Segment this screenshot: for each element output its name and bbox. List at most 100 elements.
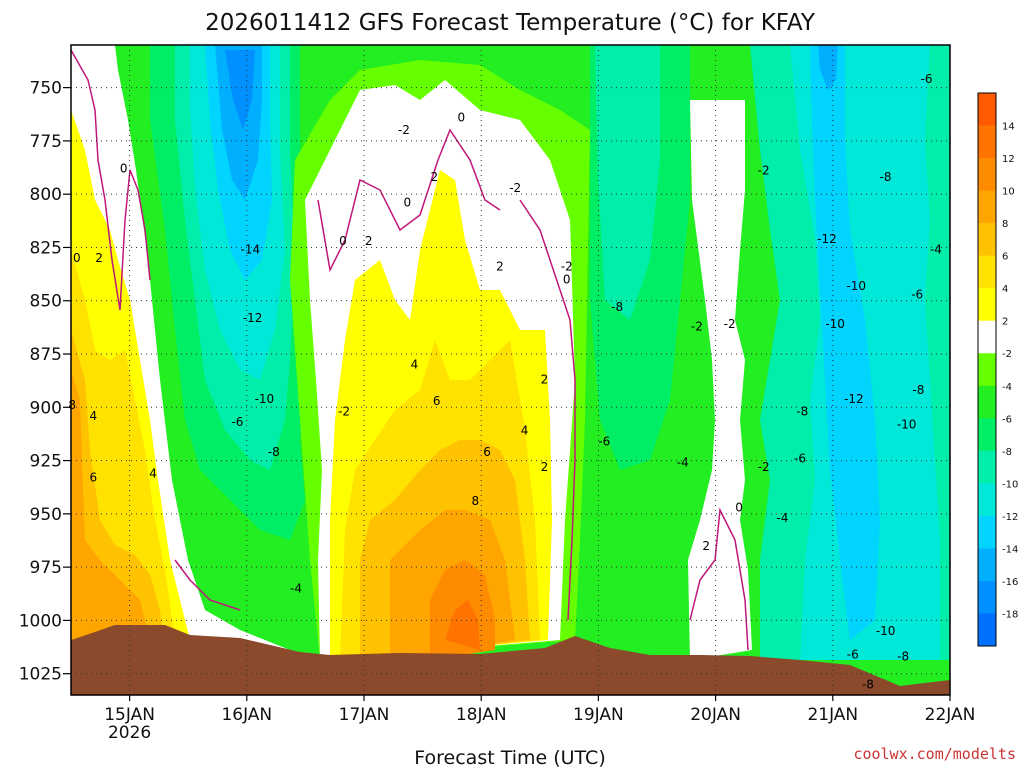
y-tick-label: 775 [30,132,62,152]
colorbar-swatch [978,223,996,257]
colorbar-label: 4 [1002,284,1008,295]
y-tick-label: 850 [30,292,62,312]
colorbar-swatch [978,548,996,582]
y-tick-label: 900 [30,398,62,418]
contour-label: 2 [365,234,373,248]
colorbar-swatch [978,483,996,517]
colorbar-swatch [978,450,996,484]
contour-label: 8 [472,494,480,508]
colorbar-swatch [978,320,996,354]
contour-label: 4 [521,424,529,438]
region-12-to-14-central [445,600,480,650]
colorbar: 14 12 10 8 6 4 2 -2 -4 -6 -8 -10 -12 -14 -16 -18 [977,92,1018,647]
plot-area [71,45,950,695]
colorbar-swatch [978,353,996,387]
y-tick-label: 950 [30,505,62,525]
colorbar-swatch [978,418,996,452]
contour-label: -6 [911,287,923,301]
contour-label: -8 [897,650,909,664]
colorbar-swatch [978,288,996,322]
x-tick-label: 19JAN [573,705,624,725]
contour-label: -12 [817,232,837,246]
terrain [71,625,950,695]
contour-label: -4 [930,243,942,257]
contour-label: 0 [339,234,347,248]
contour-label: 8 [68,398,76,412]
contour-label: -2 [398,123,410,137]
colorbar-swatch [978,190,996,224]
colorbar-swatch [978,515,996,549]
colorbar-label: 14 [1002,122,1015,133]
colorbar-frame [977,92,997,647]
contour-label: -8 [796,405,808,419]
contour-label: 6 [89,471,97,485]
colorbar-swatch [978,613,996,647]
contour-label: 0 [120,162,128,176]
contour-label: -2 [338,405,350,419]
contour-label: 2 [702,539,710,553]
contour-label: -10 [825,317,845,331]
contour-label: -8 [268,445,280,459]
contour-label: -10 [255,392,275,406]
freezing-line-central-west [317,128,501,273]
colorbar-label: -14 [1002,544,1018,555]
x-tick-label: 22JAN [925,705,976,725]
colorbar-label: 6 [1002,252,1008,263]
contour-label: -6 [794,451,806,465]
region-minus-14-east [818,45,838,90]
y-tick-label: 800 [30,185,62,205]
colorbar-label: 12 [1002,154,1015,165]
freezing-line-central-east [519,199,576,621]
contour-label: -4 [776,511,788,525]
y-axis: 750 775 800 825 850 875 900 925 950 975 1000 1025 [19,79,71,685]
contour-label: -6 [921,72,933,86]
contour-label: 2 [541,373,549,387]
contour-label: -10 [897,417,917,431]
contour-label: -8 [611,300,623,314]
region-minus-12-east [810,45,880,640]
contour-label: -4 [677,456,689,470]
x-axis-label: Forecast Time (UTC) [414,747,605,768]
contour-label: 2 [430,170,438,184]
colorbar-label: -10 [1002,479,1018,490]
plot-frame [70,44,951,696]
terrain-fill [71,625,950,695]
contour-label: 2 [496,260,504,274]
colorbar-label: -12 [1002,512,1018,523]
contour-label: -8 [912,383,924,397]
region-8-to-10-west [71,370,150,660]
contour-label: -8 [880,170,892,184]
colorbar-label: -6 [1002,414,1012,425]
y-tick-label: 925 [30,452,62,472]
colorbar-label: 10 [1002,187,1015,198]
contour-label: -10 [846,279,866,293]
freezing-line-west [71,49,151,311]
region-minus-8-day5 [595,45,660,320]
contour-label: 0 [73,251,81,265]
x-tick-label: 18JAN [456,705,507,725]
contour-label: 2 [541,460,549,474]
colorbar-label: -2 [1002,349,1012,360]
x-tick-label: 17JAN [339,705,390,725]
contour-label: -2 [509,181,521,195]
y-tick-label: 875 [30,345,62,365]
freezing-contours [71,49,749,651]
freezing-line-day6 [689,507,749,651]
contour-label: -6 [847,648,859,662]
contour-label: -2 [691,319,703,333]
freezing-line-cold-core [174,559,241,611]
colorbar-label: 2 [1002,317,1008,328]
contour-label: 4 [411,358,419,372]
contour-label: -2 [758,164,770,178]
contour-label: -2 [758,460,770,474]
contour-label: -6 [598,434,610,448]
colorbar-swatch [978,255,996,289]
contour-label: 0 [563,272,571,286]
y-tick-label: 1000 [19,611,62,631]
colorbar-label: -18 [1002,609,1018,620]
colorbar-swatch [978,385,996,419]
x-tick-label: 21JAN [807,705,858,725]
